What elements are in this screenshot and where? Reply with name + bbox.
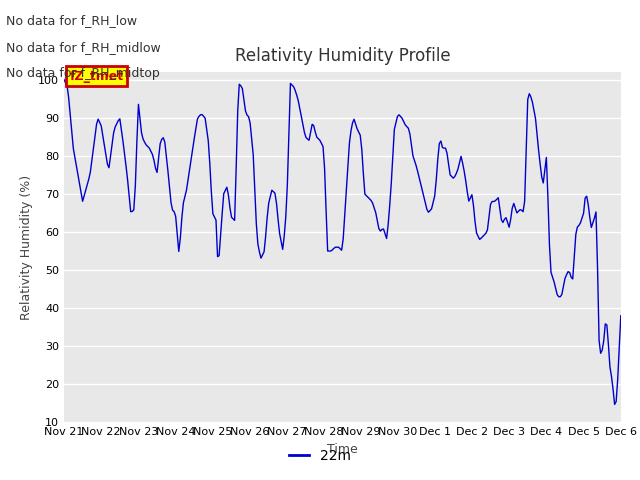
Legend: 22m: 22m: [283, 443, 357, 468]
Text: No data for f_RH_low: No data for f_RH_low: [6, 14, 138, 27]
Text: No data for f_RH_midlow: No data for f_RH_midlow: [6, 41, 161, 54]
Text: fZ_tmet: fZ_tmet: [70, 70, 124, 83]
X-axis label: Time: Time: [327, 443, 358, 456]
Title: Relativity Humidity Profile: Relativity Humidity Profile: [235, 47, 450, 65]
Text: No data for f_RH_midtop: No data for f_RH_midtop: [6, 67, 160, 80]
Y-axis label: Relativity Humidity (%): Relativity Humidity (%): [20, 175, 33, 320]
